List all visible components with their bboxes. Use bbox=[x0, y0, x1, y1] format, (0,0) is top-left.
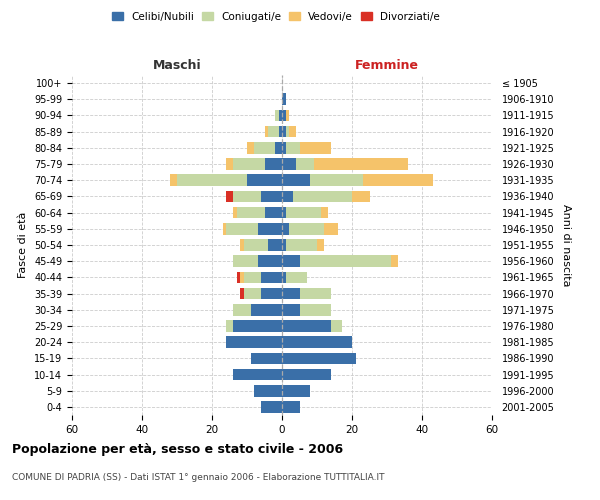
Bar bbox=[310, 174, 362, 186]
Bar bbox=[261, 272, 282, 283]
Bar bbox=[233, 368, 282, 380]
Bar bbox=[362, 174, 433, 186]
Bar bbox=[286, 207, 320, 218]
Bar bbox=[391, 256, 398, 267]
Bar bbox=[226, 336, 282, 348]
Bar bbox=[233, 304, 251, 316]
Bar bbox=[282, 336, 352, 348]
Bar bbox=[299, 142, 331, 154]
Bar bbox=[282, 142, 286, 154]
Text: COMUNE DI PADRIA (SS) - Dati ISTAT 1° gennaio 2006 - Elaborazione TUTTITALIA.IT: COMUNE DI PADRIA (SS) - Dati ISTAT 1° ge… bbox=[12, 472, 385, 482]
Bar bbox=[293, 190, 352, 202]
Bar bbox=[286, 110, 289, 122]
Bar bbox=[286, 239, 317, 251]
Bar bbox=[226, 320, 233, 332]
Bar bbox=[268, 239, 282, 251]
Bar bbox=[314, 158, 408, 170]
Bar bbox=[286, 142, 299, 154]
Bar bbox=[296, 158, 314, 170]
Bar bbox=[265, 158, 282, 170]
Bar bbox=[265, 126, 268, 138]
Bar bbox=[268, 126, 278, 138]
Bar bbox=[254, 142, 275, 154]
Bar bbox=[282, 190, 293, 202]
Text: Popolazione per età, sesso e stato civile - 2006: Popolazione per età, sesso e stato civil… bbox=[12, 442, 343, 456]
Bar bbox=[257, 223, 282, 234]
Bar bbox=[251, 352, 282, 364]
Bar bbox=[247, 142, 254, 154]
Legend: Celibi/Nubili, Coniugati/e, Vedovi/e, Divorziati/e: Celibi/Nubili, Coniugati/e, Vedovi/e, Di… bbox=[108, 8, 444, 26]
Text: Femmine: Femmine bbox=[355, 59, 419, 72]
Text: Maschi: Maschi bbox=[152, 59, 202, 72]
Bar bbox=[278, 110, 282, 122]
Bar bbox=[261, 190, 282, 202]
Bar bbox=[282, 256, 299, 267]
Bar bbox=[282, 158, 296, 170]
Bar bbox=[282, 126, 286, 138]
Bar bbox=[261, 288, 282, 300]
Y-axis label: Fasce di età: Fasce di età bbox=[19, 212, 28, 278]
Bar bbox=[331, 320, 341, 332]
Bar bbox=[282, 223, 289, 234]
Y-axis label: Anni di nascita: Anni di nascita bbox=[561, 204, 571, 286]
Bar bbox=[233, 256, 257, 267]
Bar bbox=[282, 368, 331, 380]
Bar bbox=[247, 174, 282, 186]
Bar bbox=[282, 401, 299, 412]
Bar bbox=[275, 110, 278, 122]
Bar bbox=[233, 190, 261, 202]
Bar bbox=[286, 272, 307, 283]
Bar bbox=[223, 223, 226, 234]
Bar bbox=[275, 142, 282, 154]
Bar bbox=[282, 174, 310, 186]
Bar bbox=[177, 174, 247, 186]
Bar bbox=[244, 288, 261, 300]
Bar bbox=[286, 126, 289, 138]
Bar bbox=[320, 207, 328, 218]
Bar bbox=[170, 174, 177, 186]
Bar bbox=[257, 256, 282, 267]
Bar bbox=[226, 158, 233, 170]
Bar bbox=[254, 385, 282, 396]
Bar bbox=[282, 288, 299, 300]
Bar bbox=[282, 110, 286, 122]
Bar bbox=[299, 256, 391, 267]
Bar bbox=[244, 239, 268, 251]
Bar bbox=[233, 158, 265, 170]
Bar bbox=[282, 352, 355, 364]
Bar bbox=[240, 239, 244, 251]
Bar bbox=[352, 190, 370, 202]
Bar bbox=[282, 304, 299, 316]
Bar bbox=[282, 239, 286, 251]
Bar bbox=[226, 223, 257, 234]
Bar bbox=[226, 190, 233, 202]
Bar bbox=[233, 320, 282, 332]
Bar bbox=[324, 223, 338, 234]
Bar bbox=[289, 126, 296, 138]
Bar bbox=[299, 304, 331, 316]
Bar bbox=[299, 288, 331, 300]
Bar bbox=[282, 272, 286, 283]
Bar bbox=[282, 320, 331, 332]
Bar bbox=[282, 207, 286, 218]
Bar bbox=[282, 94, 286, 105]
Bar bbox=[240, 288, 244, 300]
Bar bbox=[317, 239, 324, 251]
Bar bbox=[236, 207, 265, 218]
Bar bbox=[236, 272, 240, 283]
Bar bbox=[261, 401, 282, 412]
Bar bbox=[240, 272, 244, 283]
Bar bbox=[233, 207, 236, 218]
Bar bbox=[251, 304, 282, 316]
Bar bbox=[278, 126, 282, 138]
Bar bbox=[244, 272, 261, 283]
Bar bbox=[265, 207, 282, 218]
Bar bbox=[289, 223, 324, 234]
Bar bbox=[282, 385, 310, 396]
